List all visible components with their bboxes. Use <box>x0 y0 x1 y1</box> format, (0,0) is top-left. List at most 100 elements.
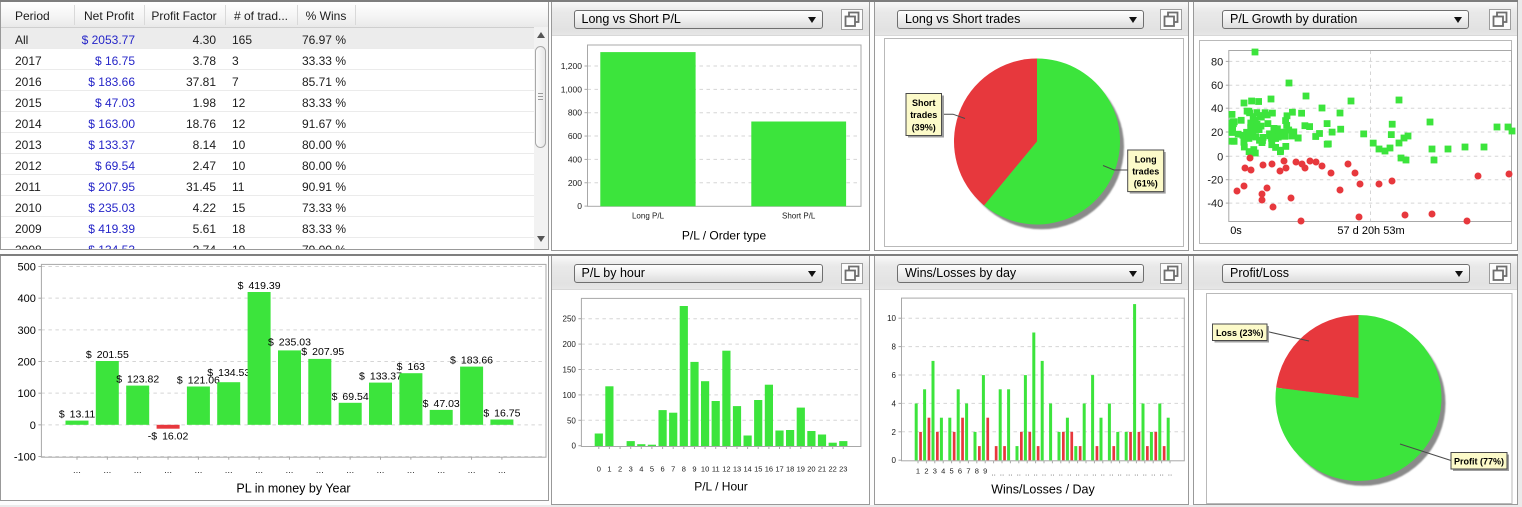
svg-text:..: .. <box>1042 469 1046 478</box>
svg-text:10: 10 <box>701 465 709 474</box>
svg-text:...: ... <box>316 465 324 476</box>
svg-text:...: ... <box>164 465 172 476</box>
svg-text:...: ... <box>103 465 111 476</box>
svg-text:$ 163: $ 163 <box>397 361 426 373</box>
svg-text:..: .. <box>1050 469 1054 478</box>
svg-text:(39%): (39%) <box>912 122 936 132</box>
svg-text:0: 0 <box>597 465 601 474</box>
svg-text:..: .. <box>1025 469 1029 478</box>
svg-text:8: 8 <box>682 465 686 474</box>
svg-text:$ 13.11: $ 13.11 <box>59 409 96 421</box>
svg-text:13: 13 <box>733 465 741 474</box>
svg-text:4: 4 <box>941 467 945 476</box>
svg-text:6: 6 <box>660 465 664 474</box>
svg-text:..: .. <box>1008 469 1012 478</box>
svg-text:..: .. <box>1101 469 1105 478</box>
svg-text:20: 20 <box>807 465 815 474</box>
svg-text:0: 0 <box>571 442 576 451</box>
svg-text:57 d 20h 53m: 57 d 20h 53m <box>1337 225 1404 237</box>
svg-text:$ 121.06: $ 121.06 <box>177 374 220 386</box>
svg-text:..: .. <box>1126 469 1130 478</box>
svg-text:..: .. <box>1075 469 1079 478</box>
svg-text:50: 50 <box>567 416 576 425</box>
svg-text:$ 123.82: $ 123.82 <box>116 374 159 386</box>
svg-text:6: 6 <box>892 371 897 380</box>
svg-text:100: 100 <box>18 388 36 400</box>
svg-text:...: ... <box>73 465 81 476</box>
svg-text:-100: -100 <box>14 452 36 464</box>
svg-text:Loss (23%): Loss (23%) <box>1216 328 1264 338</box>
svg-text:PL in money by Year: PL in money by Year <box>236 482 350 496</box>
svg-text:$ 419.39: $ 419.39 <box>238 280 281 292</box>
svg-text:-40: -40 <box>1207 198 1223 210</box>
svg-text:$ 134.53: $ 134.53 <box>207 367 250 379</box>
svg-text:150: 150 <box>563 366 577 375</box>
svg-text:4: 4 <box>892 399 897 408</box>
svg-text:-20: -20 <box>1207 175 1223 187</box>
svg-text:14: 14 <box>743 465 751 474</box>
svg-text:0: 0 <box>577 201 582 211</box>
svg-text:12: 12 <box>722 465 730 474</box>
svg-text:9: 9 <box>692 465 696 474</box>
svg-text:600: 600 <box>568 131 582 141</box>
svg-text:3: 3 <box>933 467 937 476</box>
svg-text:..: .. <box>1143 469 1147 478</box>
svg-text:23: 23 <box>839 465 847 474</box>
svg-text:..: .. <box>1067 469 1071 478</box>
svg-text:Long: Long <box>1135 154 1157 164</box>
svg-text:..: .. <box>1109 469 1113 478</box>
svg-text:5: 5 <box>950 467 954 476</box>
svg-text:..: .. <box>991 469 995 478</box>
svg-text:800: 800 <box>568 108 582 118</box>
svg-text:18: 18 <box>786 465 794 474</box>
svg-text:400: 400 <box>18 293 36 305</box>
svg-text:$ 69.54: $ 69.54 <box>332 391 369 403</box>
svg-text:100: 100 <box>563 391 577 400</box>
svg-text:...: ... <box>498 465 506 476</box>
svg-text:40: 40 <box>1211 103 1223 115</box>
svg-text:...: ... <box>437 465 445 476</box>
svg-text:1: 1 <box>607 465 611 474</box>
svg-text:1,000: 1,000 <box>561 84 583 94</box>
svg-text:trades: trades <box>910 110 937 120</box>
svg-text:1: 1 <box>916 467 920 476</box>
svg-text:$ 133.37: $ 133.37 <box>359 371 402 383</box>
svg-text:Wins/Losses / Day: Wins/Losses / Day <box>991 483 1095 497</box>
svg-text:...: ... <box>285 465 293 476</box>
svg-text:-$ 16.02: -$ 16.02 <box>148 431 189 443</box>
svg-text:10: 10 <box>887 314 896 323</box>
svg-text:$ 47.03: $ 47.03 <box>423 398 460 410</box>
svg-text:Long P/L: Long P/L <box>632 212 665 221</box>
svg-text:..: .. <box>1134 469 1138 478</box>
svg-text:200: 200 <box>563 340 577 349</box>
svg-text:8: 8 <box>975 467 979 476</box>
svg-text:..: .. <box>1151 469 1155 478</box>
svg-text:Short P/L: Short P/L <box>782 212 816 221</box>
svg-text:21: 21 <box>818 465 826 474</box>
svg-text:200: 200 <box>568 178 582 188</box>
svg-text:200: 200 <box>18 357 36 369</box>
svg-text:19: 19 <box>797 465 805 474</box>
svg-text:0: 0 <box>30 420 36 432</box>
svg-text:$ 201.55: $ 201.55 <box>86 349 129 361</box>
svg-text:3: 3 <box>629 465 633 474</box>
svg-text:17: 17 <box>775 465 783 474</box>
svg-text:..: .. <box>1017 469 1021 478</box>
svg-text:..: .. <box>1168 469 1172 478</box>
svg-text:Profit (77%): Profit (77%) <box>1454 456 1504 466</box>
svg-text:500: 500 <box>18 262 36 274</box>
svg-text:...: ... <box>407 465 415 476</box>
svg-text:11: 11 <box>712 465 720 474</box>
svg-text:1,200: 1,200 <box>561 61 583 71</box>
svg-text:80: 80 <box>1211 56 1223 68</box>
svg-text:9: 9 <box>983 467 987 476</box>
svg-text:..: .. <box>1092 469 1096 478</box>
svg-text:..: .. <box>1117 469 1121 478</box>
svg-text:0: 0 <box>892 456 897 465</box>
svg-text:250: 250 <box>563 315 577 324</box>
svg-text:7: 7 <box>966 467 970 476</box>
svg-text:5: 5 <box>650 465 654 474</box>
svg-text:...: ... <box>225 465 233 476</box>
svg-text:60: 60 <box>1211 80 1223 92</box>
svg-text:$ 16.75: $ 16.75 <box>483 407 520 419</box>
